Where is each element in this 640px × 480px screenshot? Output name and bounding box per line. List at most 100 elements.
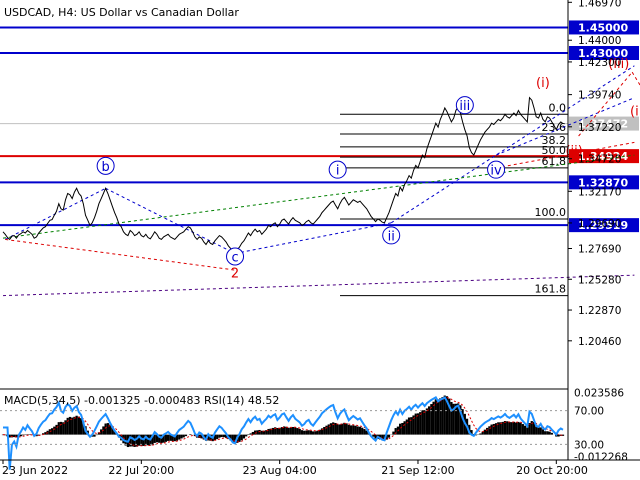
fib-label: 50.0 xyxy=(542,144,567,157)
macd-bar xyxy=(432,401,435,435)
macd-bar xyxy=(291,426,295,435)
macd-bar xyxy=(55,424,58,435)
macd-bar xyxy=(231,434,234,443)
macd-bar xyxy=(387,434,391,438)
horizontal-levels: 1.45000 1.43000 1.34924 1.32870 1.29519 1.374… xyxy=(0,20,639,233)
macd-bar xyxy=(320,428,324,435)
macd-bar xyxy=(329,423,333,435)
macd-bar xyxy=(354,425,357,435)
macd-bar xyxy=(173,434,176,442)
macd-bar xyxy=(153,434,156,443)
macd-bar xyxy=(392,431,395,435)
macd-bar xyxy=(146,434,150,446)
macd-bar xyxy=(356,426,359,435)
macd-bar xyxy=(184,434,188,437)
macd-bar xyxy=(423,410,426,435)
macd-bar xyxy=(316,430,319,435)
macd-bar xyxy=(334,422,337,435)
macd-bar xyxy=(311,431,315,435)
price-line xyxy=(2,96,564,255)
macd-bar xyxy=(365,430,368,435)
macd-bar xyxy=(512,421,516,435)
macd-bar xyxy=(213,434,217,441)
channel-line xyxy=(2,154,635,239)
indicator-tick-label: -0.012268 xyxy=(574,451,628,463)
price-tick-label: 1.32170 xyxy=(578,186,621,198)
macd-bar xyxy=(490,424,493,435)
macd-bar xyxy=(137,434,141,446)
macd-bar xyxy=(336,424,339,435)
price-tick-label: 1.22870 xyxy=(578,305,621,317)
macd-bar xyxy=(341,423,344,435)
wave-label-circle xyxy=(455,96,474,115)
current-price-label: 1.37472 xyxy=(578,118,628,131)
macd-bar xyxy=(200,434,203,439)
macd-bar xyxy=(399,423,402,435)
wave-label: (iii) xyxy=(608,57,629,72)
macd-bar xyxy=(332,422,335,435)
macd-bar xyxy=(544,431,547,435)
macd-bar xyxy=(300,430,304,435)
wave-label: ii xyxy=(388,229,395,244)
time-tick-label: 21 Sep 12:00 xyxy=(381,464,454,477)
macd-bar xyxy=(48,429,51,435)
level-tag xyxy=(569,20,639,35)
macd-bar xyxy=(510,422,513,435)
macd-bar xyxy=(425,408,429,435)
macd-bar xyxy=(459,405,462,435)
macd-bar xyxy=(528,423,531,435)
macd-bar xyxy=(318,429,321,435)
macd-bar xyxy=(53,426,56,435)
level-tag-label: 1.29519 xyxy=(578,219,628,232)
macd-bar xyxy=(218,434,221,438)
macd-bar xyxy=(42,433,45,435)
macd-bar xyxy=(349,425,353,435)
wave-label-circle xyxy=(382,226,401,245)
macd-bar xyxy=(448,398,451,435)
macd-bar xyxy=(162,434,165,443)
macd-bar xyxy=(262,430,266,435)
wave-label-circle xyxy=(328,160,347,179)
level-tag-label: 1.43000 xyxy=(578,47,628,60)
macd-bar xyxy=(410,417,413,435)
price-series xyxy=(2,96,564,255)
macd-bar xyxy=(242,434,246,439)
indicator-tick-label: 0.023586 xyxy=(574,388,624,400)
macd-bar xyxy=(207,434,210,441)
projection-line xyxy=(578,71,633,137)
macd-bar xyxy=(519,422,522,435)
macd-bar xyxy=(541,429,545,435)
fib-label: 100.0 xyxy=(535,206,567,219)
level-tag xyxy=(569,45,639,60)
wave-label-circle xyxy=(226,247,245,266)
macd-bar xyxy=(278,427,281,435)
macd-bar xyxy=(171,434,174,441)
fib-label: 38.2 xyxy=(542,134,567,147)
macd-bar xyxy=(100,429,103,435)
macd-bar xyxy=(108,424,112,435)
macd-bar xyxy=(401,422,404,435)
rsi-line xyxy=(3,396,564,470)
macd-bar xyxy=(240,434,243,441)
macd-bar xyxy=(267,428,270,435)
macd-bar xyxy=(198,434,201,438)
macd-bar xyxy=(73,416,76,435)
macd-bar xyxy=(178,434,181,440)
macd-bar xyxy=(523,425,527,435)
macd-bar xyxy=(419,412,422,435)
macd-bar xyxy=(175,434,179,441)
indicator-tick-label: 70.00 xyxy=(574,406,604,418)
level-tag xyxy=(569,149,639,164)
wave-label: 2 xyxy=(231,266,239,281)
macd-bar xyxy=(82,421,85,435)
macd-bar xyxy=(57,422,60,435)
macd-bar xyxy=(345,423,348,435)
macd-bar xyxy=(75,415,78,435)
macd-bar xyxy=(434,399,437,435)
macd-bar xyxy=(220,434,223,438)
macd-bar xyxy=(548,431,551,435)
macd-bar xyxy=(445,396,449,435)
macd-bar xyxy=(166,434,170,441)
macd-bar xyxy=(515,422,518,435)
level-tag-label: 1.32870 xyxy=(578,176,628,189)
